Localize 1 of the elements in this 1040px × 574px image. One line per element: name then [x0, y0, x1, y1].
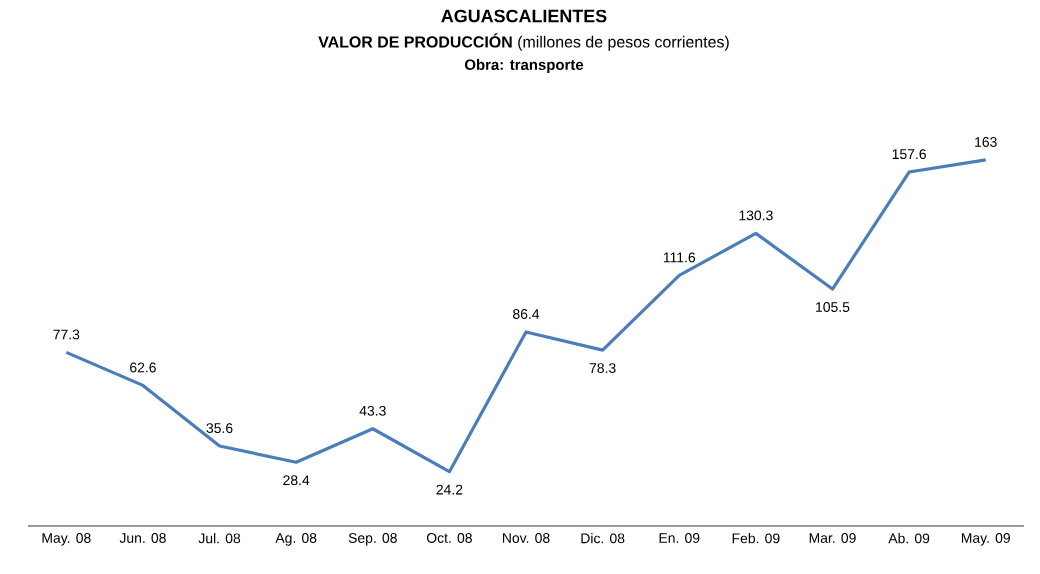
chart-title: AGUASCALIENTES: [441, 9, 607, 23]
